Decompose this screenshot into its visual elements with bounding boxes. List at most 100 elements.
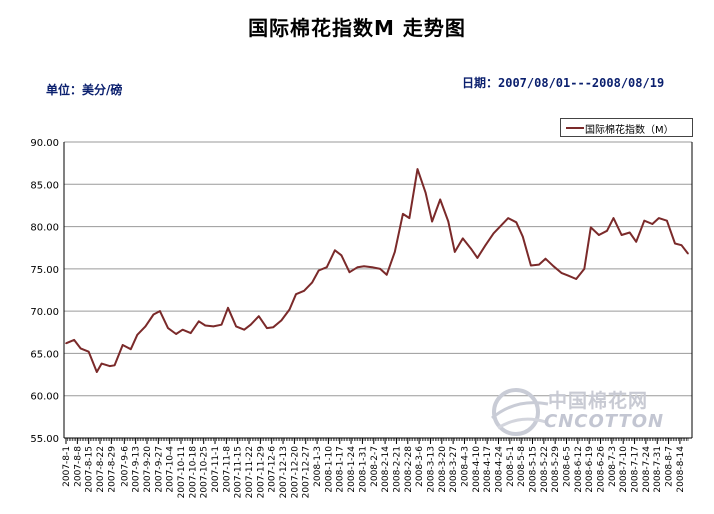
data-point: [612, 217, 615, 219]
date-range-label: 日期：2007/08/01---2008/08/19: [462, 76, 665, 90]
x-tick-label: 2008-8-7: [665, 446, 675, 487]
data-point: [499, 225, 501, 228]
data-point: [295, 293, 297, 296]
data-point: [272, 326, 275, 329]
x-tick-label: 2008-1-24: [347, 446, 357, 493]
data-point: [363, 265, 365, 268]
data-point: [113, 364, 116, 367]
x-tick-label: 2008-7-10: [619, 446, 629, 493]
data-point: [567, 274, 569, 277]
x-tick-label: 2007-9-13: [132, 446, 142, 493]
x-tick-label: 2007-8-8: [73, 446, 83, 487]
data-point: [515, 221, 518, 224]
data-point: [635, 240, 637, 243]
x-tick-label: 2007-12-20: [290, 446, 300, 499]
x-tick-label: 2008-2-14: [381, 446, 391, 493]
data-point: [220, 323, 223, 326]
data-point: [431, 220, 433, 223]
data-point: [227, 306, 229, 309]
data-point: [484, 244, 487, 246]
x-tick-label: 2008-3-27: [449, 446, 459, 493]
unit-label: 单位：美分/磅: [46, 83, 123, 97]
data-point: [121, 344, 124, 346]
data-point: [79, 347, 82, 350]
x-tick-label: 2007-8-1: [62, 446, 72, 487]
axes: [63, 142, 693, 444]
data-point: [95, 371, 98, 373]
x-tick-label: 2007-11-8: [222, 446, 232, 493]
cotton-globe-icon: [491, 388, 549, 436]
x-tick-label: 2008-3-13: [426, 446, 436, 493]
data-point: [687, 252, 689, 255]
x-tick-label: 2008-1-17: [336, 446, 346, 493]
data-point: [181, 328, 184, 331]
data-point: [666, 219, 668, 222]
watermark-cn: 中国棉花网: [548, 390, 649, 412]
data-point: [379, 268, 382, 270]
data-point: [402, 213, 404, 215]
x-tick-label: 2007-12-27: [302, 446, 312, 498]
watermark-logo: 中国棉花网 CNCOTTON: [486, 384, 686, 440]
data-point: [674, 242, 676, 245]
data-point: [65, 342, 67, 345]
data-point: [87, 350, 90, 353]
data-point: [340, 254, 343, 257]
x-tick-label: 2008-4-17: [483, 446, 493, 493]
data-point: [521, 235, 524, 238]
y-tick-label: 60.00: [30, 392, 59, 403]
y-tick-label: 75.00: [30, 265, 59, 276]
data-point: [100, 362, 103, 365]
x-tick-label: 2008-6-5: [563, 446, 573, 487]
data-point: [235, 325, 237, 328]
y-tick-label: 80.00: [30, 223, 59, 234]
y-tick-label: 65.00: [30, 349, 59, 360]
data-point: [447, 220, 450, 223]
data-point: [167, 327, 169, 329]
y-tick-label: 90.00: [30, 138, 59, 149]
data-point: [288, 308, 291, 311]
x-tick-label: 2008-2-21: [392, 446, 402, 493]
x-tick-label: 2008-4-10: [472, 446, 482, 493]
data-point: [575, 278, 578, 280]
data-point: [280, 319, 283, 322]
data-point: [129, 348, 132, 351]
data-point: [394, 251, 396, 253]
y-tick-label: 55.00: [30, 434, 59, 445]
x-tick-label: 2008-1-31: [358, 446, 368, 493]
x-tick-label: 2007-12-6: [268, 446, 278, 493]
chart-title: 国际棉花指数M 走势图: [248, 16, 466, 40]
data-point: [204, 324, 207, 327]
x-tick-label: 2007-11-15: [234, 446, 244, 498]
x-tick-label: 2008-5-1: [506, 446, 516, 487]
x-tick-label: 2007-10-11: [177, 446, 187, 498]
x-tick-label: 2008-4-3: [460, 446, 470, 487]
chart-legend: 国际棉花指数（M）: [560, 118, 693, 137]
data-point: [325, 266, 328, 268]
data-point: [108, 365, 111, 367]
data-point: [175, 333, 177, 335]
data-point: [462, 237, 464, 240]
x-tick-label: 2008-6-26: [597, 446, 607, 493]
x-tick-label: 2007-10-18: [188, 446, 198, 499]
data-point: [492, 232, 495, 235]
legend-entry: 国际棉花指数（M）: [585, 125, 674, 136]
data-point: [507, 217, 510, 219]
data-point: [334, 249, 336, 252]
x-tick-label: 2008-3-6: [415, 446, 425, 487]
x-tick-label: 2008-5-8: [517, 446, 527, 487]
x-tick-label: 2007-11-1: [211, 446, 221, 493]
data-point: [249, 323, 252, 326]
x-tick-label: 2007-11-29: [256, 446, 266, 499]
x-tick-label: 2008-4-24: [494, 446, 504, 493]
data-point: [470, 247, 472, 250]
data-point: [385, 273, 388, 276]
x-tick-label: 2007-8-15: [85, 446, 95, 493]
y-axis-tick-labels: 55.00 60.00 65.00 70.00 75.00 80.00 85.00 90.00: [30, 138, 59, 445]
data-point: [371, 266, 373, 268]
x-tick-label: 2007-8-22: [96, 446, 106, 493]
data-point: [303, 290, 305, 292]
data-point: [538, 263, 540, 266]
data-point: [453, 251, 456, 253]
data-point: [680, 244, 683, 246]
